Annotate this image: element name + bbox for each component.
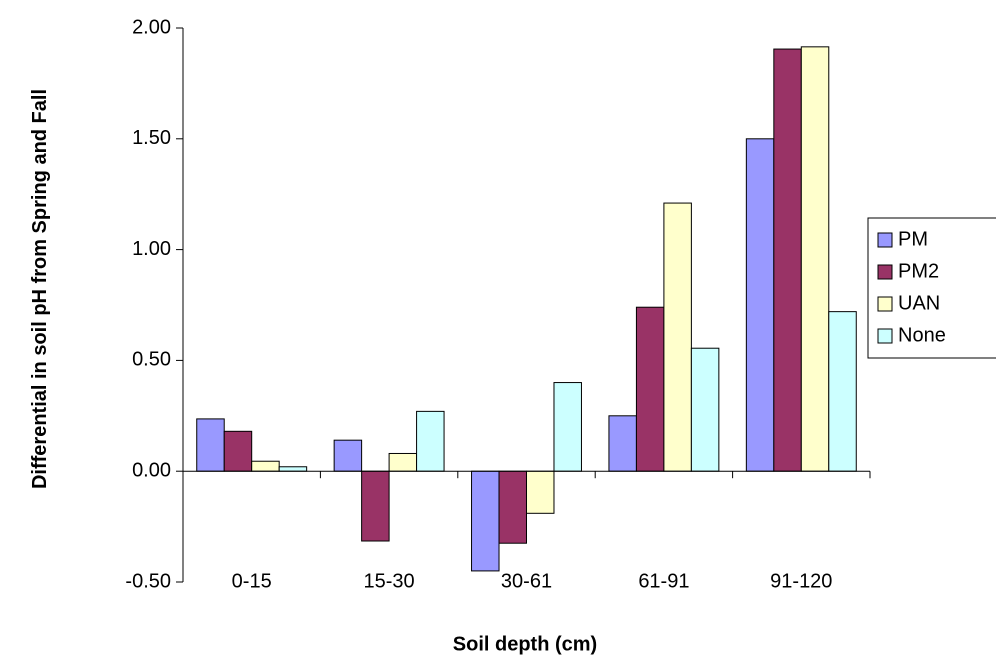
bar (361, 470, 390, 542)
y-tick-label: -0.50 (125, 570, 171, 592)
x-tick-label: 61-91 (638, 570, 689, 592)
y-tick-label: 0.50 (132, 349, 171, 371)
bar (333, 439, 363, 472)
bar (828, 311, 857, 472)
bar (773, 48, 802, 472)
legend-swatch (877, 296, 893, 312)
x-axis-label: Soil depth (cm) (453, 633, 597, 655)
legend-swatch (877, 328, 893, 344)
y-axis-label: Differential in soil pH from Spring and … (29, 88, 51, 490)
x-tick-label: 30-61 (501, 570, 552, 592)
bar (745, 138, 775, 472)
bar (416, 410, 445, 472)
x-tick-label: 91-120 (770, 570, 832, 592)
bar (388, 452, 418, 472)
bar (635, 306, 665, 472)
y-tick-label: 0.00 (132, 459, 171, 481)
bar (690, 347, 720, 472)
bar (223, 430, 253, 472)
y-tick-label: 2.00 (132, 16, 171, 38)
bar (251, 460, 280, 472)
bar (471, 470, 500, 572)
y-tick-label: 1.00 (132, 238, 171, 260)
bar (608, 415, 637, 472)
legend-label: None (898, 324, 946, 346)
legend-label: PM2 (898, 260, 939, 282)
bar (526, 470, 555, 514)
legend-swatch (877, 264, 893, 280)
bar (498, 470, 527, 544)
legend-label: UAN (898, 292, 940, 314)
x-tick-label: 0-15 (232, 570, 272, 592)
bar (800, 46, 830, 472)
legend-label: PM (898, 228, 928, 250)
x-tick-label: 15-30 (364, 570, 415, 592)
bar (196, 418, 225, 472)
bar (663, 202, 692, 472)
y-tick-label: 1.50 (132, 127, 171, 149)
bar (553, 382, 582, 472)
legend-swatch (877, 232, 893, 248)
bar (278, 466, 308, 472)
